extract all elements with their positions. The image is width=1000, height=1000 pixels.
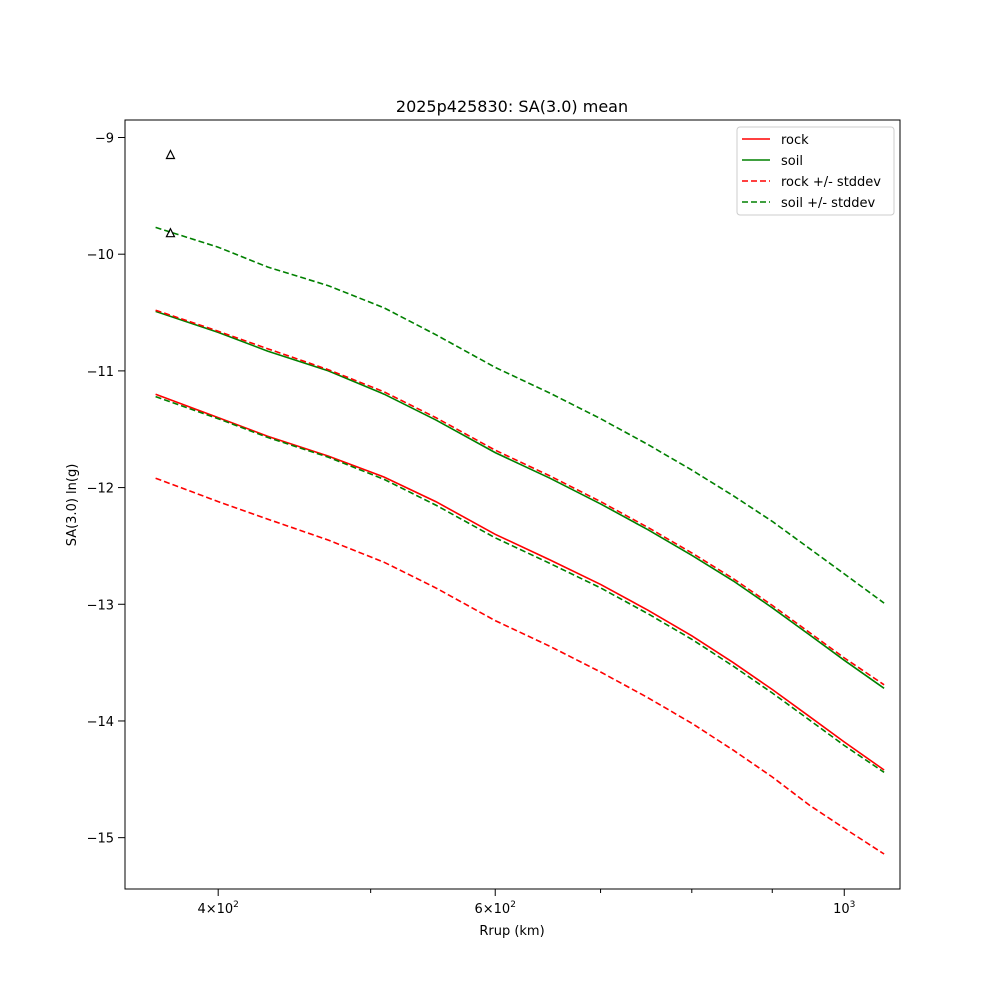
series-line-3	[155, 477, 885, 855]
y-tick-label-5: −14	[87, 715, 114, 730]
series-line-0	[155, 393, 885, 771]
y-tick-label-4: −13	[87, 598, 114, 613]
legend-box	[736, 126, 895, 216]
legend-label-1: soil	[781, 154, 803, 169]
y-tick-label-0: −9	[95, 132, 114, 147]
series-line-5	[155, 395, 885, 773]
y-tick-label-6: −15	[87, 832, 114, 847]
series-line-4	[155, 226, 885, 604]
y-axis: −9 −10 −11 −12 −13 −14 −15	[87, 132, 125, 847]
y-tick-label-2: −11	[87, 365, 114, 380]
x-tick-label-1: 6×102	[475, 900, 516, 917]
legend-label-3: soil +/- stddev	[781, 196, 876, 211]
observation-marker-0	[165, 149, 176, 160]
series-line-1	[155, 310, 885, 689]
y-axis-label: SA(3.0) ln(g)	[65, 464, 80, 547]
legend-label-0: rock	[781, 133, 809, 148]
x-axis: 4×102 6×102 103	[197, 889, 855, 917]
y-tick-label-1: −10	[87, 248, 114, 263]
plot-frame	[124, 119, 901, 890]
legend: rock soil rock +/- stddev soil +/- stddev	[736, 126, 895, 216]
observation-marker-1	[165, 227, 176, 238]
plot-series	[155, 226, 885, 855]
x-tick-label-0: 4×102	[197, 900, 238, 917]
observation-markers	[165, 149, 176, 238]
chart-title: 2025p425830: SA(3.0) mean	[396, 97, 628, 116]
x-axis-label: Rrup (km)	[479, 924, 544, 939]
legend-label-2: rock +/- stddev	[781, 175, 881, 190]
series-line-2	[155, 309, 885, 686]
x-tick-label-2: 103	[833, 900, 855, 917]
y-tick-label-3: −12	[87, 482, 114, 497]
